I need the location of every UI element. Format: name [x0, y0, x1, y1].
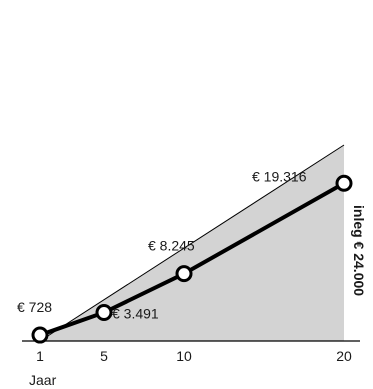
data-point-5	[95, 303, 113, 321]
data-label-10: € 8.245	[148, 238, 195, 254]
x-axis-label: Jaar	[29, 372, 57, 388]
x-tick-20: 20	[336, 348, 352, 364]
data-point-1	[31, 326, 49, 344]
x-tick-10: 10	[176, 348, 192, 364]
x-tick-5: 5	[100, 348, 108, 364]
invested-label: inleg € 24.000	[351, 205, 367, 296]
data-label-20: € 19.316	[252, 168, 307, 184]
x-tick-1: 1	[36, 348, 44, 364]
data-label-5: € 3.491	[112, 305, 159, 321]
data-label-1: € 728	[17, 299, 52, 315]
data-point-10	[175, 265, 193, 283]
data-point-20	[335, 174, 353, 192]
series-line	[38, 181, 346, 338]
invested-line	[39, 144, 345, 342]
